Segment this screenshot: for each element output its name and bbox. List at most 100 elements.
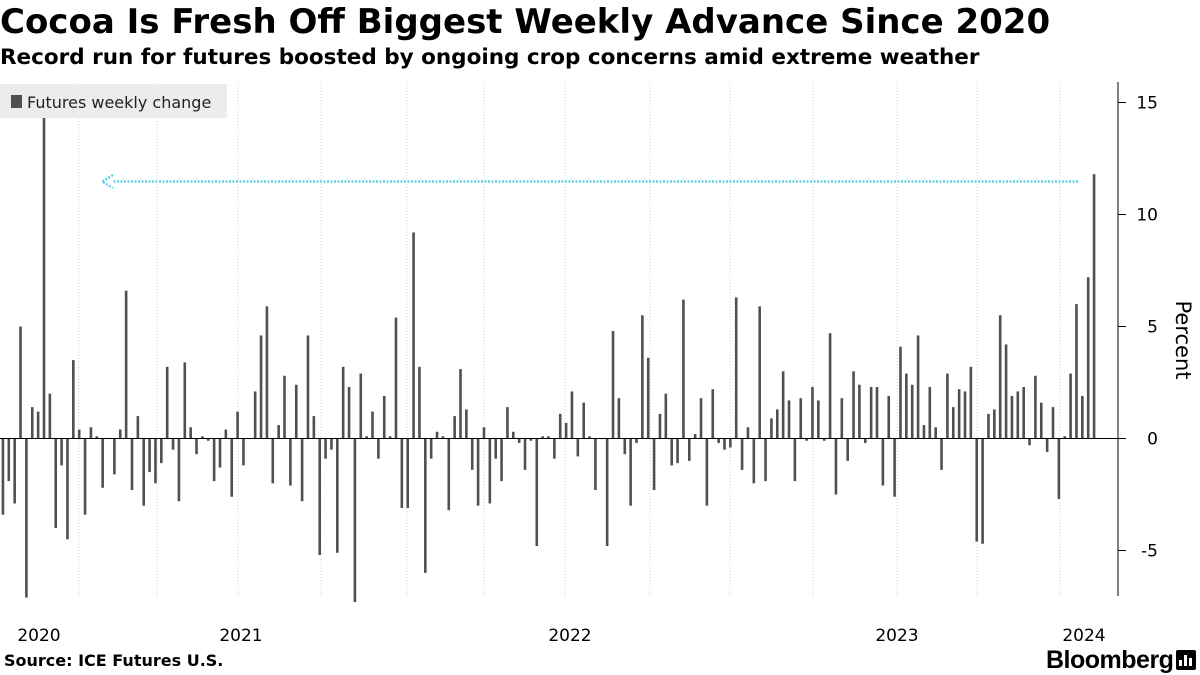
bar <box>206 438 210 441</box>
bar <box>160 438 163 464</box>
bar <box>500 438 503 482</box>
bar <box>717 438 720 443</box>
bar <box>113 438 116 475</box>
bar <box>658 413 662 439</box>
bar <box>154 438 157 484</box>
bar <box>822 438 826 441</box>
bar <box>652 438 656 491</box>
source-note: Source: ICE Futures U.S. <box>4 651 224 670</box>
bar <box>224 429 228 439</box>
bar <box>388 436 392 439</box>
bar <box>693 434 697 439</box>
bar <box>124 290 128 439</box>
bar <box>922 425 926 439</box>
bar <box>30 407 34 439</box>
bar <box>517 438 521 443</box>
bar <box>1039 402 1043 439</box>
bar <box>558 413 562 439</box>
bar <box>400 438 404 508</box>
bar <box>799 398 803 439</box>
bar <box>852 371 855 439</box>
bar <box>72 360 75 439</box>
bar <box>476 438 480 506</box>
bar <box>459 369 462 439</box>
bar <box>277 425 280 439</box>
bar <box>711 389 715 439</box>
bar <box>77 429 81 439</box>
bar <box>875 386 879 439</box>
x-tick-label: 2023 <box>875 626 918 646</box>
bar <box>863 438 867 443</box>
bar <box>1086 277 1090 439</box>
bar <box>951 407 955 439</box>
bar <box>928 386 932 439</box>
bar <box>676 438 679 464</box>
bar <box>981 438 984 544</box>
chart-subtitle: Record run for futures boosted by ongoin… <box>0 45 980 70</box>
x-tick-label: 2022 <box>548 626 591 646</box>
x-tick-label: 2021 <box>219 626 262 646</box>
bar <box>506 407 509 439</box>
bar <box>957 389 961 439</box>
bar <box>253 391 257 439</box>
bar <box>869 386 873 439</box>
bar <box>95 436 99 439</box>
bar <box>582 402 585 439</box>
bar <box>840 398 844 439</box>
bar <box>641 315 644 439</box>
bar <box>494 438 497 459</box>
bar <box>230 438 234 497</box>
bar <box>963 391 967 439</box>
bar <box>289 438 292 486</box>
bar <box>752 438 756 484</box>
bar <box>975 438 979 542</box>
bar <box>242 438 245 466</box>
bar <box>1028 438 1031 446</box>
bar <box>300 438 304 502</box>
bar <box>1034 375 1037 439</box>
bar <box>529 438 533 441</box>
bar <box>424 438 427 573</box>
bar <box>594 438 597 491</box>
y-tick-label: 0 <box>1147 430 1158 450</box>
bar <box>623 438 627 455</box>
bar <box>488 438 492 504</box>
bar <box>148 438 151 473</box>
bar <box>834 438 838 495</box>
bar <box>547 436 550 439</box>
bar <box>177 438 181 502</box>
bar <box>564 422 568 439</box>
bar <box>136 416 140 439</box>
bar <box>576 438 580 457</box>
bar <box>19 326 22 439</box>
bar <box>283 375 286 439</box>
y-tick-label: 15 <box>1136 94 1158 114</box>
bar <box>312 416 316 439</box>
bar <box>770 418 773 439</box>
bar <box>482 427 486 439</box>
y-axis-label: Percent <box>1171 300 1195 379</box>
bar <box>1057 438 1061 499</box>
y-tick-label: -5 <box>1141 542 1158 562</box>
y-tick-label: 10 <box>1136 206 1158 226</box>
bar <box>887 395 891 439</box>
bar <box>969 366 973 439</box>
y-tick-label: 5 <box>1147 318 1158 338</box>
bar <box>987 413 990 439</box>
bloomberg-chart-icon <box>1176 650 1196 670</box>
bar <box>236 411 239 439</box>
bar <box>998 315 1002 439</box>
bar <box>48 393 52 439</box>
bar <box>893 438 896 497</box>
bar <box>670 438 673 466</box>
bar <box>699 398 703 439</box>
bar <box>201 436 204 439</box>
bar <box>406 438 410 508</box>
bar <box>1022 386 1025 439</box>
bar <box>36 411 40 439</box>
bar <box>271 438 275 484</box>
bar <box>382 395 386 439</box>
bar <box>940 438 943 470</box>
bar <box>1081 395 1084 439</box>
bar <box>330 438 333 450</box>
